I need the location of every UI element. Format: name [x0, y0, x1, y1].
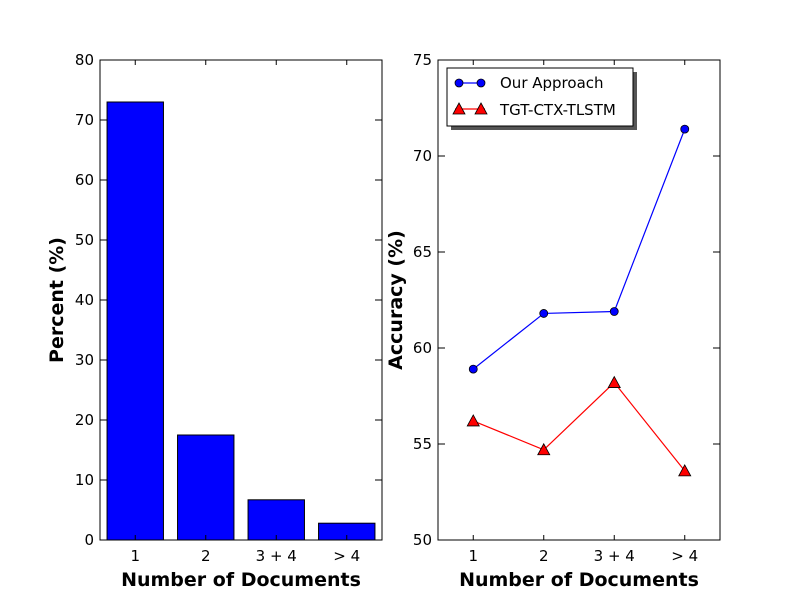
legend: Our Approach TGT-CTX-TLSTM [446, 67, 637, 130]
y-tick-label: 60 [75, 171, 94, 189]
y-tick-label: 70 [75, 111, 94, 129]
x-tick-label: 2 [539, 547, 549, 565]
y-tick-label: 50 [413, 531, 432, 549]
y-tick-label: 70 [413, 147, 432, 165]
line-chart-y-axis-label: Accuracy (%) [385, 230, 407, 370]
point-tgt-ctx-tlstm [678, 464, 692, 477]
line-chart-frame [437, 59, 721, 541]
y-tick-label: 65 [413, 243, 432, 261]
bar-3-4 [247, 499, 305, 541]
legend-label-tgt-ctx-tlstm: TGT-CTX-TLSTM [499, 101, 616, 119]
x-tick-label: 1 [468, 547, 478, 565]
series-line-our-approach [472, 128, 686, 370]
legend-marker-our-approach [476, 78, 486, 88]
legend-label-our-approach: Our Approach [500, 74, 604, 92]
bar-2 [177, 434, 235, 541]
x-tick-label: 3 + 4 [256, 547, 297, 565]
y-tick-label: 30 [75, 351, 94, 369]
y-tick-label: 75 [413, 51, 432, 69]
line-chart-panel: 50 55 60 65 70 75 1 2 3 + 4 > 4 Number of Docume… [385, 51, 721, 591]
point-tgt-ctx-tlstm [537, 442, 551, 456]
y-tick-label: 60 [413, 339, 432, 357]
y-tick-label: 40 [75, 291, 94, 309]
legend-marker-tgt-ctx-tlstm [474, 102, 488, 115]
y-tick-label: 20 [75, 411, 94, 429]
legend-box [446, 67, 634, 127]
x-tick-label: > 4 [333, 547, 360, 565]
bar-1 [106, 101, 164, 541]
bar-chart-x-axis-label: Number of Documents [121, 569, 361, 591]
x-tick-label: 1 [130, 547, 140, 565]
x-tick-label: > 4 [671, 547, 698, 565]
line-chart-x-axis-label: Number of Documents [459, 569, 699, 591]
bar-chart-panel: 0 10 20 30 40 50 60 70 80 1 2 3 + 4 > 4 Number of D… [46, 51, 383, 591]
bar-chart-y-axis-label: Percent (%) [46, 237, 68, 363]
x-tick-label: 3 + 4 [594, 547, 635, 565]
y-tick-label: 0 [84, 531, 94, 549]
x-tick-label: 2 [201, 547, 211, 565]
series-line-tgt-ctx-tlstm [473, 381, 686, 472]
point-tgt-ctx-tlstm [607, 375, 621, 388]
point-tgt-ctx-tlstm [466, 414, 480, 427]
y-tick-label: 10 [75, 471, 94, 489]
legend-marker-our-approach [454, 78, 464, 88]
point-our-approach [609, 307, 619, 316]
point-our-approach [539, 309, 549, 318]
point-our-approach [468, 364, 478, 374]
y-tick-label: 80 [75, 51, 94, 69]
legend-marker-tgt-ctx-tlstm [452, 102, 466, 115]
point-our-approach [680, 124, 690, 134]
y-tick-label: 55 [413, 435, 432, 453]
y-tick-label: 50 [75, 231, 94, 249]
